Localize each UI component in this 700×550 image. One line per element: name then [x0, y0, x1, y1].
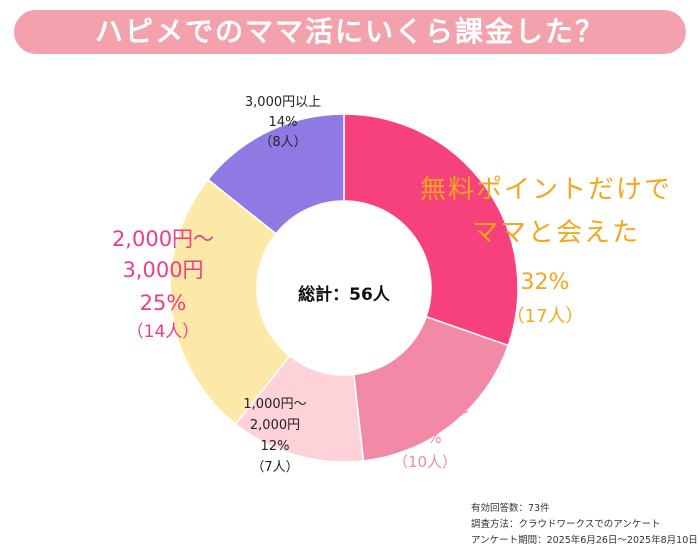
label-under-1000-pct: 17%	[408, 429, 442, 447]
survey-footnote: 有効回答数：73件 調査方法：クラウドワークスでのアンケート アンケート期間：2…	[471, 501, 698, 549]
footnote-period: アンケート期間：2025年6月26日〜2025年8月10日	[471, 535, 698, 546]
label-over-3000-pct: 14%	[268, 115, 298, 130]
label-2000-3000-pct: 25%	[139, 291, 187, 315]
footnote-method: 調査方法：クラウドワークスでのアンケート	[471, 519, 661, 530]
label-1000-2000-line1: 1,000円〜	[243, 397, 307, 412]
page-title: ハピメでのママ活にいくら課金した？	[94, 15, 605, 48]
label-2000-3000-line1: 2,000円〜	[111, 227, 215, 251]
donut-center-hole	[257, 201, 431, 375]
label-over-3000-count: （8人）	[259, 135, 307, 150]
label-2000-3000-count: （14人）	[126, 322, 200, 342]
label-2000-3000-line2: 3,000円	[122, 258, 204, 282]
label-over-3000-title: 3,000円以上	[244, 95, 322, 110]
label-over-3000: 3,000円以上 14% （8人）	[208, 96, 358, 149]
label-under-1000-title: 1,000以下〜	[381, 403, 469, 421]
label-free-points-line1: 無料ポイントだけで	[419, 175, 672, 205]
label-1000-2000-line2: 2,000円	[249, 418, 301, 433]
label-free-points-pct: 32%	[520, 270, 570, 295]
label-1000-2000-pct: 12%	[260, 439, 290, 454]
label-1000-2000: 1,000円〜 2,000円 12% （7人）	[200, 398, 350, 474]
label-1000-2000-count: （7人）	[251, 460, 299, 475]
title-bar: ハピメでのママ活にいくら課金した？	[14, 10, 686, 54]
label-under-1000-count: （10人）	[392, 453, 458, 471]
label-2000-3000: 2,000円〜 3,000円 25% （14人）	[88, 229, 238, 341]
label-free-points-count: （17人）	[506, 306, 584, 327]
label-free-points: 無料ポイントだけで ママと会えた	[396, 177, 696, 246]
center-total-label: 総計：56人	[298, 285, 390, 305]
footnote-responses: 有効回答数：73件	[471, 503, 550, 514]
label-free-points-line2: ママと会えた	[471, 218, 640, 248]
label-under-1000: 1,000以下〜 17% （10人）	[350, 405, 500, 470]
label-free-points-stats: 32% （17人）	[480, 272, 610, 326]
